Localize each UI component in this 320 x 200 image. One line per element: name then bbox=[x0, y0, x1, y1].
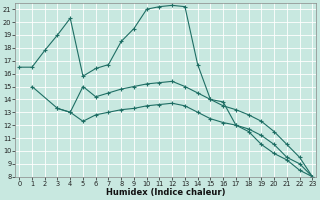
X-axis label: Humidex (Indice chaleur): Humidex (Indice chaleur) bbox=[106, 188, 226, 197]
